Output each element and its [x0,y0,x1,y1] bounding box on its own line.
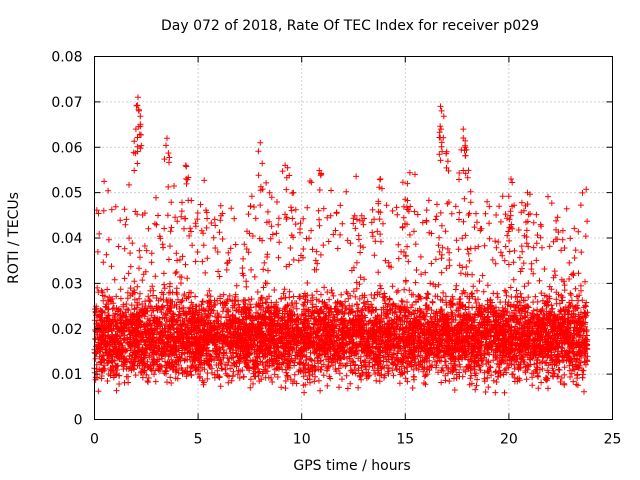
y-tick-label: 0.06 [51,140,82,156]
data-points [91,94,591,396]
y-tick-label: 0.01 [51,367,82,383]
y-tick-label: 0.04 [51,231,82,247]
x-tick-label: 0 [90,432,99,448]
x-tick-label: 15 [396,432,414,448]
y-tick-label: 0.02 [51,322,82,338]
x-tick-label: 25 [604,432,622,448]
axis-ticks [94,56,613,420]
chart-title: Day 072 of 2018, Rate Of TEC Index for r… [161,18,539,34]
y-axis-label: ROTI / TECUs [6,192,22,284]
grid [94,56,613,420]
x-tick-label: 10 [293,432,311,448]
y-tick-label: 0.03 [51,276,82,292]
y-tick-labels: 0 0.01 0.02 0.03 0.04 0.05 0.06 0.07 0.08 [51,50,82,429]
roti-series-points [91,94,591,396]
y-tick-label: 0.07 [51,95,82,111]
y-tick-label: 0 [74,413,83,429]
y-tick-label: 0.08 [51,50,82,66]
y-tick-label: 0.05 [51,186,82,202]
x-tick-labels: 0 5 10 15 20 25 [90,432,621,448]
x-axis-label: GPS time / hours [293,458,410,474]
x-tick-label: 5 [194,432,203,448]
x-tick-label: 20 [500,432,518,448]
